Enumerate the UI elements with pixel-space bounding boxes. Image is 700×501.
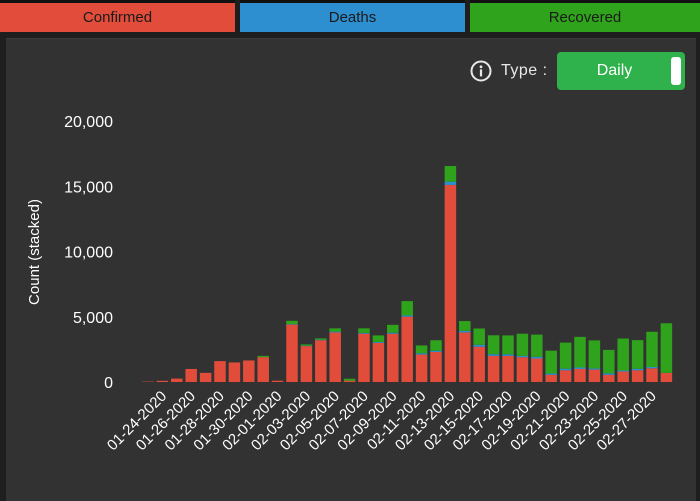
bar-confirmed: 02-01-2020 Confirmed: 100 [272,381,284,382]
bar-recovered: 02-02-2020 Recovered: 250 [286,321,298,324]
bar-deaths: 02-15-2020 Deaths: 150 [473,345,485,347]
y-tick-label: 20,000 [64,114,113,131]
bar-recovered: 02-04-2020 Recovered: 100 [315,338,327,339]
bar-recovered: 02-25-2020 Recovered: 2450 [617,339,629,371]
bar-deaths: 02-27-2020 Deaths: 100 [646,367,658,368]
bar-recovered: 01-31-2020 Recovered: 100 [257,356,269,357]
bar-recovered: 02-26-2020 Recovered: 2200 [632,340,644,369]
bar-confirmed: 01-24-2020 Confirmed: 90 [157,381,169,382]
bar-confirmed: 02-19-2020 Confirmed: 1800 [531,359,543,382]
bar-confirmed: 02-13-2020 Confirmed: 15100 [445,185,457,382]
bar-confirmed: 02-24-2020 Confirmed: 550 [603,375,615,382]
bar-deaths: 02-13-2020 Deaths: 250 [445,182,457,185]
bar-confirmed: 02-05-2020 Confirmed: 3800 [329,332,341,382]
bar-confirmed: 02-06-2020 Confirmed: 100 [344,381,356,382]
bar-deaths: 02-07-2020 Deaths: 60 [358,333,370,334]
bar-recovered: 02-18-2020 Recovered: 1700 [517,334,529,356]
bar-confirmed: 02-27-2020 Confirmed: 1050 [646,368,658,382]
bar-confirmed: 02-28-2020 Confirmed: 700 [661,373,673,382]
bar-deaths: 02-20-2020 Deaths: 100 [545,374,557,375]
bar-deaths: 02-02-2020 Deaths: 40 [286,324,298,325]
bar-recovered: 02-10-2020 Recovered: 1100 [401,301,413,315]
bar-recovered: 02-17-2020 Recovered: 1450 [502,335,514,354]
bar-confirmed: 02-21-2020 Confirmed: 900 [560,370,572,382]
bar-confirmed: 02-04-2020 Confirmed: 3200 [315,340,327,382]
bar-deaths: 02-09-2020 Deaths: 80 [387,333,399,334]
bar-recovered: 02-16-2020 Recovered: 1450 [488,335,500,354]
bar-recovered: 02-24-2020 Recovered: 1800 [603,350,615,373]
bar-recovered: 02-13-2020 Recovered: 1200 [445,166,457,182]
bar-recovered: 02-15-2020 Recovered: 1250 [473,329,485,345]
bar-confirmed: 02-11-2020 Confirmed: 2100 [416,355,428,382]
bar-deaths: 02-17-2020 Deaths: 120 [502,354,514,356]
y-tick-label: 10,000 [64,245,113,262]
bar-recovered: 02-22-2020 Recovered: 2350 [574,337,586,368]
bar-deaths: 02-26-2020 Deaths: 110 [632,369,644,370]
bar-recovered: 02-09-2020 Recovered: 600 [387,325,399,333]
bar-deaths: 02-12-2020 Deaths: 100 [430,351,442,352]
bar-confirmed: 02-20-2020 Confirmed: 550 [545,375,557,382]
bar-confirmed: 01-25-2020 Confirmed: 260 [171,379,183,382]
bar-confirmed: 02-10-2020 Confirmed: 5000 [401,317,413,382]
y-tick-label: 0 [104,375,113,392]
bar-recovered: 02-03-2020 Recovered: 100 [301,344,313,345]
bar-confirmed: 02-18-2020 Confirmed: 1900 [517,357,529,382]
bar-confirmed: 02-12-2020 Confirmed: 2300 [430,352,442,382]
bar-confirmed: 01-27-2020 Confirmed: 700 [200,373,212,382]
bar-recovered: 02-11-2020 Recovered: 600 [416,345,428,353]
bar-deaths: 02-05-2020 Deaths: 60 [329,332,341,333]
bar-confirmed: 01-28-2020 Confirmed: 1600 [214,361,226,382]
bar-deaths: 02-04-2020 Deaths: 40 [315,340,327,341]
bar-deaths: 02-19-2020 Deaths: 130 [531,357,543,359]
bar-recovered: 02-14-2020 Recovered: 750 [459,321,471,331]
bar-confirmed: 02-08-2020 Confirmed: 3000 [373,343,385,382]
bar-deaths: 02-18-2020 Deaths: 100 [517,356,529,357]
bar-recovered: 02-19-2020 Recovered: 1700 [531,335,543,357]
bar-recovered: 02-08-2020 Recovered: 500 [373,335,385,342]
bar-recovered: 02-06-2020 Recovered: 150 [344,379,356,381]
bar-deaths: 02-25-2020 Deaths: 80 [617,371,629,372]
bar-deaths: 02-08-2020 Deaths: 70 [373,342,385,343]
bar-deaths: 02-24-2020 Deaths: 110 [603,373,615,374]
bar-confirmed: 01-26-2020 Confirmed: 1000 [185,369,197,382]
bar-recovered: 02-28-2020 Recovered: 3800 [661,323,673,373]
bar-confirmed: 02-16-2020 Confirmed: 2000 [488,356,500,382]
bar-confirmed: 02-22-2020 Confirmed: 1000 [574,369,586,382]
bar-deaths: 02-23-2020 Deaths: 90 [589,368,601,369]
bar-confirmed: 02-09-2020 Confirmed: 3700 [387,334,399,382]
bar-confirmed: 01-31-2020 Confirmed: 1900 [257,357,269,382]
bar-recovered: 02-21-2020 Recovered: 2000 [560,343,572,369]
bar-confirmed: 02-26-2020 Confirmed: 900 [632,370,644,382]
bar-recovered: 02-12-2020 Recovered: 800 [430,340,442,350]
bar-recovered: 02-05-2020 Recovered: 250 [329,328,341,331]
bar-recovered: 02-07-2020 Recovered: 350 [358,328,370,333]
bar-recovered: 02-20-2020 Recovered: 1750 [545,351,557,374]
bar-confirmed: 02-02-2020 Confirmed: 4400 [286,325,298,382]
bar-confirmed: 02-25-2020 Confirmed: 800 [617,372,629,382]
bar-deaths: 02-10-2020 Deaths: 100 [401,315,413,316]
bar-confirmed: 01-29-2020 Confirmed: 1500 [229,362,241,382]
bar-deaths: 02-11-2020 Deaths: 100 [416,353,428,354]
bar-confirmed: 01-30-2020 Confirmed: 1650 [243,360,255,382]
bar-confirmed: 02-14-2020 Confirmed: 3800 [459,332,471,382]
bar-deaths: 02-22-2020 Deaths: 110 [574,368,586,369]
bar-deaths: 02-21-2020 Deaths: 120 [560,369,572,371]
bar-recovered: 02-23-2020 Recovered: 2150 [589,340,601,368]
bar-confirmed: 02-23-2020 Confirmed: 950 [589,370,601,382]
bar-confirmed: 02-17-2020 Confirmed: 2000 [502,356,514,382]
bar-recovered: 02-27-2020 Recovered: 2700 [646,332,658,367]
y-tick-label: 15,000 [64,179,113,196]
bar-confirmed: 02-07-2020 Confirmed: 3700 [358,334,370,382]
bar-deaths: 02-16-2020 Deaths: 130 [488,354,500,356]
bar-deaths: 02-14-2020 Deaths: 120 [459,331,471,333]
y-tick-label: 5,000 [73,310,113,327]
bar-confirmed: 02-03-2020 Confirmed: 2750 [301,346,313,382]
bar-confirmed: 02-15-2020 Confirmed: 2700 [473,347,485,382]
y-axis-label: Count (stacked) [26,199,43,305]
